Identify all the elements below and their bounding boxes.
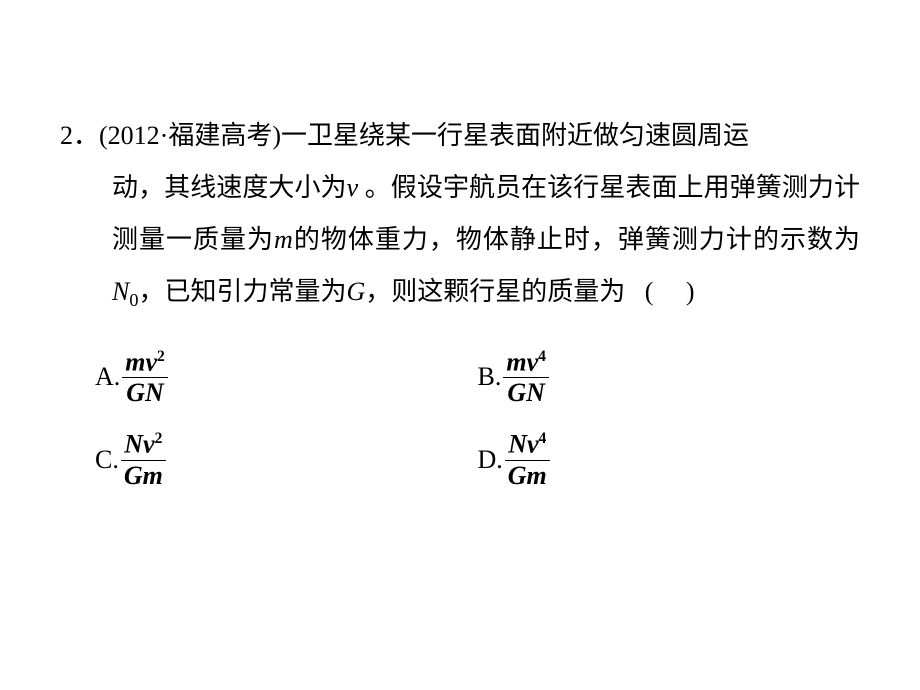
option-c: C. Nv2 Gm xyxy=(95,431,478,489)
option-c-num: Nv xyxy=(124,430,154,459)
option-d-num: Nv xyxy=(508,430,538,459)
option-b: B. mv4 GN xyxy=(478,349,861,407)
source-close: ) xyxy=(272,121,281,150)
slide-content: 2．(2012·福建高考)一卫星绕某一行星表面附近做匀速圆周运 动，其线速度大小… xyxy=(0,0,920,514)
option-b-label: B. xyxy=(478,363,502,392)
option-a-num: mv xyxy=(125,347,157,376)
question-number: 2． xyxy=(60,121,99,150)
option-b-exp: 4 xyxy=(538,348,546,365)
line3b: 的物体重力，物体静止时，弹簧测力计的 xyxy=(293,225,780,254)
option-d-fraction: Nv4 Gm xyxy=(505,431,550,489)
paren-close: ) xyxy=(686,277,695,306)
line2b: 。假设宇航员在该行星表面上用弹簧测 xyxy=(358,173,808,202)
line1-rest: 一卫星绕某一行星表面附近做匀速圆周运 xyxy=(281,121,749,150)
option-d-den: Gm xyxy=(505,461,550,489)
option-c-den: Gm xyxy=(121,461,166,489)
option-c-exp: 2 xyxy=(155,430,163,447)
option-d-exp: 4 xyxy=(539,430,547,447)
option-a-den: GN xyxy=(122,378,168,406)
line2a: 动，其线速度大小为 xyxy=(112,173,347,202)
option-b-fraction: mv4 GN xyxy=(503,349,549,407)
option-d-label: D. xyxy=(478,446,503,475)
option-a-label: A. xyxy=(95,363,120,392)
paren-open: ( xyxy=(645,277,654,306)
option-b-den: GN xyxy=(503,378,549,406)
option-a: A. mv2 GN xyxy=(95,349,478,407)
line4c: ，则这颗行星的质量为 xyxy=(365,277,625,306)
var-v: v xyxy=(347,173,359,202)
option-a-exp: 2 xyxy=(157,348,165,365)
question-text: 2．(2012·福建高考)一卫星绕某一行星表面附近做匀速圆周运 动，其线速度大小… xyxy=(60,110,860,319)
source-text: 福建高考 xyxy=(168,121,272,150)
option-c-label: C. xyxy=(95,446,119,475)
line4b: ，已知引力常量为 xyxy=(138,277,346,306)
source-open: (2012· xyxy=(99,121,168,150)
line4a: 示数为 xyxy=(780,225,860,254)
options-container: A. mv2 GN B. mv4 GN C. Nv2 Gm D. Nv4 xyxy=(60,349,860,514)
var-N: N xyxy=(112,277,129,306)
var-m: m xyxy=(274,225,293,254)
option-b-num: mv xyxy=(506,347,538,376)
option-c-fraction: Nv2 Gm xyxy=(121,431,166,489)
option-d: D. Nv4 Gm xyxy=(478,431,861,489)
var-G: G xyxy=(346,277,365,306)
option-a-fraction: mv2 GN xyxy=(122,349,168,407)
